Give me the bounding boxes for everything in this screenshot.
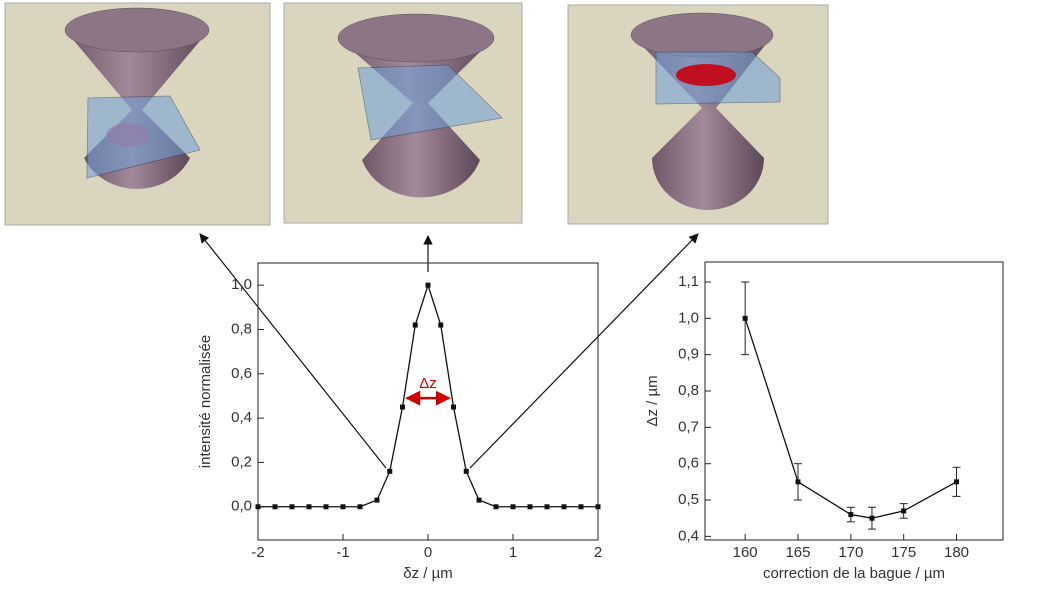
y-tick-label: 0,0 — [231, 498, 252, 515]
y-tick-label: 0,8 — [678, 382, 699, 399]
data-point — [476, 497, 482, 503]
data-point — [438, 322, 444, 328]
data-point — [795, 479, 801, 485]
data-point — [272, 504, 278, 510]
data-point — [289, 504, 295, 510]
data-point — [510, 504, 516, 510]
data-point — [425, 282, 431, 288]
data-point — [412, 322, 418, 328]
y-axis-label: intensité normalisée — [197, 335, 214, 468]
x-tick-label: 2 — [594, 544, 602, 561]
plot-frame — [704, 261, 1004, 541]
data-point — [848, 512, 854, 518]
data-point — [561, 504, 567, 510]
data-line — [744, 318, 957, 519]
x-tick-label: 160 — [733, 544, 758, 561]
plot-frame — [257, 262, 599, 541]
x-axis-label: correction de la bague / µm — [763, 565, 945, 582]
data-point — [493, 504, 499, 510]
annotation-label: Δz — [419, 375, 437, 392]
data-line — [258, 283, 598, 508]
data-point — [544, 504, 550, 510]
data-point — [387, 468, 393, 474]
y-tick-label: 0,7 — [678, 418, 699, 435]
y-tick-label: 0,4 — [678, 527, 699, 544]
data-point — [742, 315, 748, 321]
illustration — [283, 2, 523, 224]
data-point — [869, 515, 875, 521]
data-point — [901, 508, 907, 514]
data-point — [374, 497, 380, 503]
y-tick-label: 1,0 — [231, 276, 252, 293]
y-tick-label: 0,9 — [678, 346, 699, 363]
x-tick-label: 175 — [891, 544, 916, 561]
x-tick-label: -1 — [336, 544, 349, 561]
y-tick-label: 0,8 — [231, 320, 252, 337]
data-point — [357, 504, 363, 510]
data-point — [595, 504, 601, 510]
y-tick-label: 0,2 — [231, 453, 252, 470]
x-tick-label: 170 — [838, 544, 863, 561]
illustration — [4, 2, 271, 226]
data-point — [323, 504, 329, 510]
data-point — [578, 504, 584, 510]
x-tick-label: 165 — [785, 544, 810, 561]
x-tick-label: 0 — [424, 544, 432, 561]
y-tick-label: 0,6 — [231, 365, 252, 382]
y-tick-label: 0,4 — [231, 409, 252, 426]
x-tick-label: -2 — [251, 544, 264, 561]
y-tick-label: 1,0 — [678, 309, 699, 326]
y-tick-label: 0,5 — [678, 491, 699, 508]
x-tick-label: 180 — [944, 544, 969, 561]
data-point — [340, 504, 346, 510]
pointer-arrow — [199, 233, 387, 469]
x-tick-label: 1 — [509, 544, 517, 561]
pointer-arrow — [469, 233, 699, 469]
y-tick-label: 0,6 — [678, 455, 699, 472]
data-point — [400, 404, 405, 410]
data-point — [306, 504, 312, 510]
data-point — [451, 404, 456, 410]
data-point — [463, 468, 469, 474]
y-axis-label: Δz / µm — [644, 375, 661, 426]
illustration — [567, 4, 829, 225]
data-point — [954, 479, 960, 485]
x-axis-label: δz / µm — [403, 565, 453, 582]
data-point — [255, 504, 261, 510]
data-point — [527, 504, 533, 510]
y-tick-label: 1,1 — [678, 273, 699, 290]
